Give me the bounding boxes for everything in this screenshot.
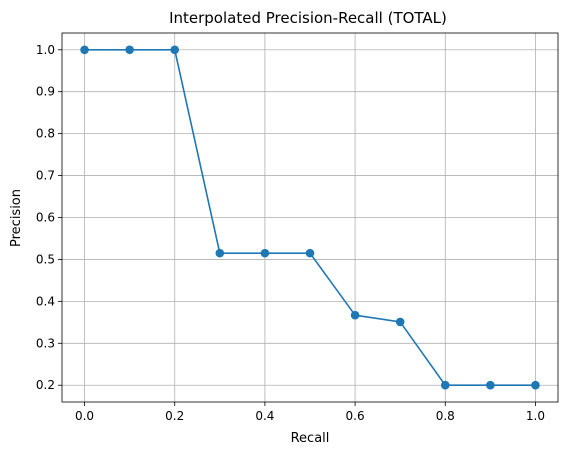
grid-layer	[62, 33, 558, 402]
x-tick-label: 0.8	[436, 409, 455, 423]
x-tick-label: 0.0	[75, 409, 94, 423]
data-point	[80, 45, 89, 55]
data-point	[125, 45, 134, 55]
data-point	[305, 248, 315, 258]
data-point	[260, 248, 270, 258]
data-point	[440, 380, 450, 390]
tick-layer: 0.0 0.2 0.4 0.6 0.8 1.0 0.2 0.3 0.4 0.5 0.6 0.7 0.8 0…	[36, 43, 545, 423]
x-tick-label: 0.2	[165, 409, 184, 423]
y-tick-label: 0.8	[36, 127, 55, 141]
data-point	[395, 317, 405, 327]
data-point	[531, 380, 540, 390]
x-tick-label: 0.4	[255, 409, 274, 423]
x-axis-label: Recall	[291, 431, 330, 446]
y-tick-label: 1.0	[36, 43, 55, 57]
y-axis-label: Precision	[9, 189, 24, 247]
data-point	[486, 380, 495, 390]
data-point	[170, 45, 180, 55]
y-tick-label: 0.9	[36, 85, 55, 99]
data-point	[350, 310, 360, 320]
chart-title: Interpolated Precision-Recall (TOTAL)	[169, 9, 447, 27]
y-tick-label: 0.4	[36, 294, 55, 308]
y-tick-label: 0.3	[36, 336, 55, 350]
y-tick-label: 0.2	[36, 378, 55, 392]
y-tick-label: 0.7	[36, 169, 55, 183]
x-tick-label: 1.0	[526, 409, 545, 423]
y-tick-label: 0.5	[36, 252, 55, 266]
data-point	[215, 248, 225, 258]
y-tick-label: 0.6	[36, 211, 55, 225]
series-layer	[80, 45, 540, 390]
x-tick-label: 0.6	[346, 409, 365, 423]
